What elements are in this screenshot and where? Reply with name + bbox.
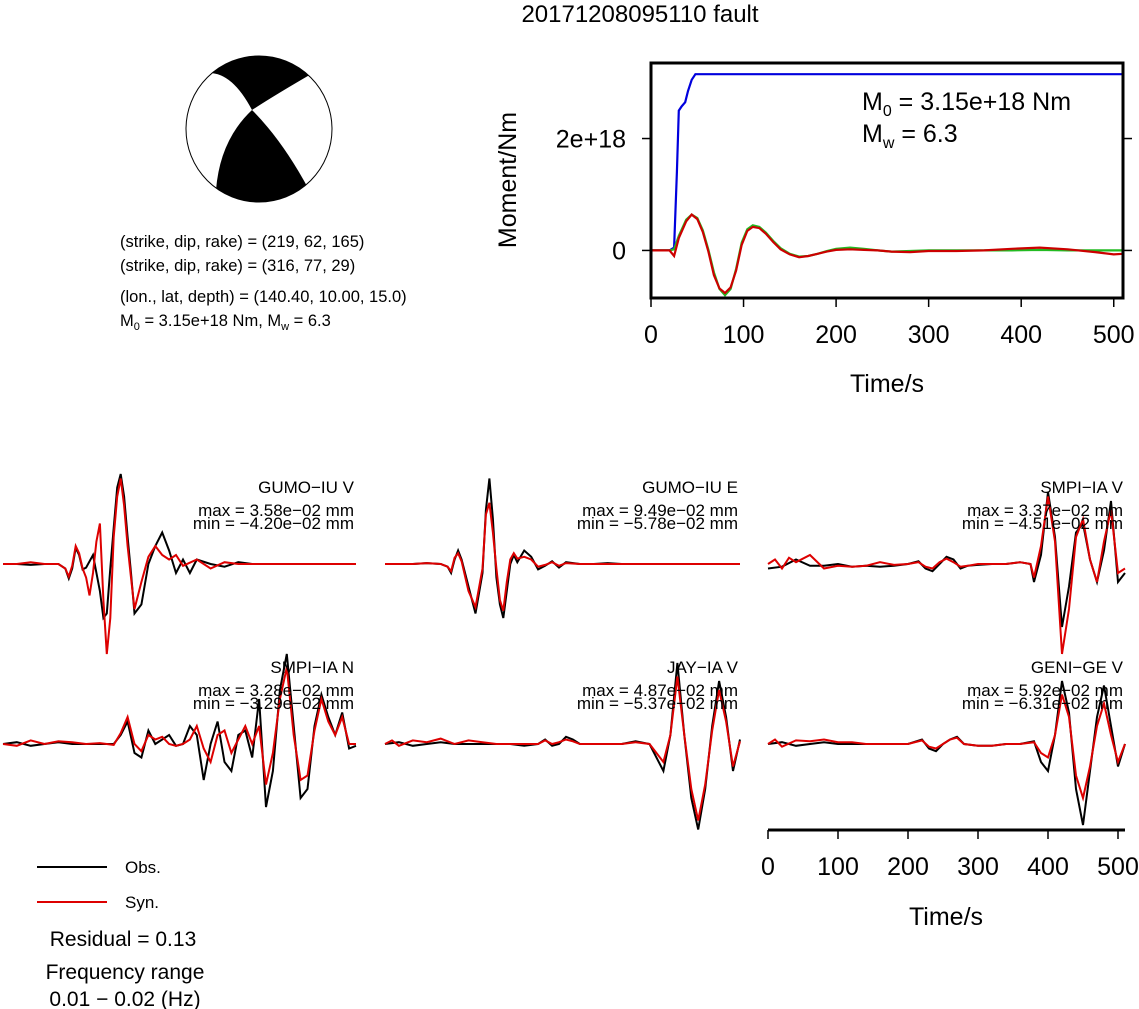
max-amplitude: max = 3.58e−02 mm: [198, 501, 354, 520]
legend-obs-label: Obs.: [125, 858, 161, 877]
stf-x-tick-label: 200: [815, 321, 857, 349]
station-label: GENI−GE V: [1031, 658, 1124, 677]
residual-text: Residual = 0.13: [50, 928, 197, 951]
frequency-range-value: 0.01 − 0.02 (Hz): [49, 988, 200, 1009]
synthetic-waveform: [2, 667, 356, 785]
stf-series-1: [651, 213, 1123, 297]
mechanism-info: (strike, dip, rake) = (219, 62, 165) (st…: [120, 233, 407, 333]
station-label: GUMO−IU V: [258, 478, 355, 497]
waveform-x-tick-label: 300: [957, 853, 999, 881]
stf-mw-annotation: Mw = 6.3: [862, 120, 958, 152]
stf-x-tick-label: 0: [644, 321, 658, 349]
synthetic-waveform: [385, 502, 740, 612]
max-amplitude: max = 5.92e−02 mm: [967, 681, 1123, 700]
waveform-x-tick-label: 200: [887, 853, 929, 881]
stf-y-tick-label: 2e+18: [556, 126, 626, 154]
synthetic-waveform: [3, 478, 356, 655]
waveform-x-tick-label: 100: [817, 853, 859, 881]
stf-x-tick-label: 500: [1093, 321, 1135, 349]
frequency-range-title: Frequency range: [46, 961, 205, 984]
stf-series-2: [651, 213, 1124, 295]
synthetic-waveform: [767, 496, 1126, 655]
max-amplitude: max = 3.28e−02 mm: [198, 681, 354, 700]
stf-x-axis-label: Time/s: [850, 370, 924, 398]
observed-waveform: [385, 478, 740, 619]
legend: Obs. Syn. Residual = 0.13 Frequency rang…: [37, 858, 204, 1009]
stf-y-tick-label: 0: [612, 237, 626, 265]
min-amplitude: min = −3.29e−02 mm: [193, 694, 354, 713]
waveform-time-axis: 0 100 200 300 400 500 Time/s: [761, 828, 1139, 931]
stf-x-tick-label: 400: [1000, 321, 1042, 349]
station-label: GUMO−IU E: [642, 478, 738, 497]
stf-m0-annotation: M0 = 3.15e+18 Nm: [862, 88, 1071, 120]
stf-x-tick-label: 100: [723, 321, 765, 349]
stf-y-axis-label: Moment/Nm: [494, 112, 522, 248]
stf-panel: 0 100 200 300 400 500 0 2e+18 Time/s Moment/Nm…: [494, 61, 1135, 398]
stf-series-0: [651, 73, 1123, 252]
station-label: SMPI−IA V: [1040, 478, 1123, 497]
min-amplitude: min = −6.31e−02 mm: [962, 694, 1123, 713]
nodal-plane-1: (strike, dip, rake) = (219, 62, 165): [120, 233, 364, 251]
beachball: [185, 55, 333, 203]
station-label: JAY−IA V: [667, 658, 739, 677]
nodal-plane-2: (strike, dip, rake) = (316, 77, 29): [120, 257, 355, 275]
min-amplitude: min = −5.37e−02 mm: [577, 694, 738, 713]
synthetic-waveform: [767, 694, 1126, 802]
beachball-compressional-lower: [216, 110, 308, 202]
min-amplitude: min = −5.78e−02 mm: [577, 514, 738, 533]
moment-summary: M0 = 3.15e+18 Nm, Mw = 6.3: [120, 312, 331, 333]
max-amplitude: max = 4.87e−02 mm: [582, 681, 738, 700]
synthetic-waveform: [384, 676, 741, 821]
stf-x-tick-label: 300: [908, 321, 950, 349]
figure-title: 20171208095110 fault: [521, 1, 758, 28]
station-label: SMPI−IA N: [270, 658, 354, 677]
min-amplitude: min = −4.20e−02 mm: [193, 514, 354, 533]
waveform-x-tick-label: 400: [1027, 853, 1069, 881]
legend-syn-label: Syn.: [125, 893, 159, 912]
waveform-x-tick-label: 500: [1097, 853, 1139, 881]
waveform-x-tick-label: 0: [761, 853, 775, 881]
waveform-x-axis-label: Time/s: [909, 903, 983, 931]
max-amplitude: max = 3.37e−02 mm: [967, 501, 1123, 520]
stf-frame: [649, 61, 1125, 300]
max-amplitude: max = 9.49e−02 mm: [582, 501, 738, 520]
beachball-outline: [185, 55, 333, 203]
source-location: (lon., lat, depth) = (140.40, 10.00, 15.…: [120, 288, 407, 306]
min-amplitude: min = −4.51e−02 mm: [962, 514, 1123, 533]
